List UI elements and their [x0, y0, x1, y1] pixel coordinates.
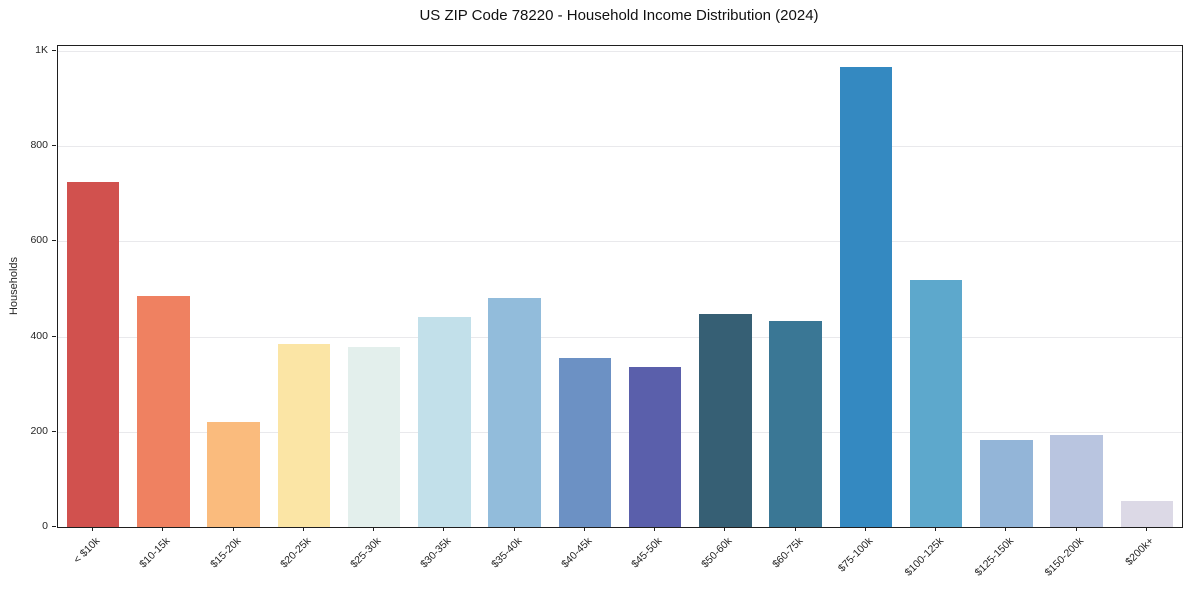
x-tick-label: $100-125k	[902, 535, 946, 579]
bar-100-125k	[909, 279, 963, 527]
bar-125-150k	[980, 440, 1033, 527]
y-tick-label: 600	[30, 234, 48, 247]
x-tick-label: $50-60k	[699, 535, 735, 571]
y-tick-label: 1K	[35, 43, 48, 56]
bar-30-35k	[418, 317, 471, 527]
x-tick-label: $35-40k	[488, 535, 525, 571]
x-tick-label: $60-75k	[769, 535, 806, 571]
x-tick-label: $25-30k	[348, 535, 384, 571]
y-tick-mark	[52, 145, 56, 146]
bar-10-15k	[137, 296, 190, 527]
bar-200k	[1120, 501, 1174, 527]
x-tick-label: $75-100k	[835, 535, 876, 575]
y-tick-mark	[52, 335, 56, 337]
x-tick-mark	[162, 527, 164, 531]
x-tick-label: $45-50k	[629, 535, 665, 571]
bar-10k	[66, 181, 120, 527]
y-tick-mark	[52, 430, 56, 432]
x-tick-mark	[232, 527, 234, 531]
x-tick-label: $20-25k	[278, 535, 314, 571]
bar-45-50k	[628, 366, 682, 527]
bar-50-60k	[699, 314, 752, 527]
bar-25-30k	[347, 347, 401, 527]
gridline	[58, 50, 1182, 52]
x-tick-mark	[373, 527, 375, 531]
x-tick-mark	[935, 527, 937, 531]
y-axis-label: Households	[8, 256, 20, 316]
x-tick-label: $200k+	[1123, 535, 1157, 569]
x-tick-label: $30-35k	[418, 535, 454, 571]
x-tick-label: $125-150k	[972, 535, 1016, 579]
x-tick-mark	[1075, 527, 1077, 531]
x-tick-mark	[654, 527, 656, 531]
x-tick-mark	[302, 527, 304, 531]
bar-60-75k	[769, 321, 822, 527]
x-tick-label: < $10k	[71, 535, 103, 566]
gridline	[58, 431, 1182, 433]
x-tick-mark	[724, 527, 726, 531]
chart-title: US ZIP Code 78220 - Household Income Dis…	[419, 7, 819, 24]
x-tick-mark	[443, 527, 445, 531]
y-tick-label: 200	[30, 424, 48, 437]
x-tick-mark	[864, 527, 866, 531]
y-tick-mark	[52, 240, 56, 242]
x-tick-label: $15-20k	[207, 535, 244, 571]
gridline	[58, 241, 1182, 243]
bar-75-100k	[839, 67, 893, 527]
x-tick-mark	[92, 527, 94, 531]
x-tick-mark	[1005, 527, 1007, 531]
y-tick-mark	[52, 49, 56, 51]
x-tick-mark	[1145, 527, 1147, 531]
gridline	[58, 146, 1182, 147]
bar-40-45k	[558, 357, 612, 527]
x-tick-label: $40-45k	[559, 535, 595, 571]
y-tick-label: 0	[42, 520, 48, 532]
y-tick-label: 400	[30, 329, 48, 342]
x-tick-label: $150-200k	[1042, 535, 1087, 579]
plot-area	[57, 45, 1183, 528]
y-tick-mark	[52, 526, 56, 527]
y-tick-label: 800	[30, 139, 48, 151]
x-tick-mark	[794, 527, 796, 531]
gridline	[58, 336, 1182, 338]
x-tick-label: $10-15k	[137, 535, 173, 571]
x-tick-mark	[583, 527, 585, 531]
bar-15-20k	[207, 422, 260, 527]
bar-20-25k	[277, 343, 331, 527]
x-tick-mark	[513, 527, 515, 531]
bar-35-40k	[488, 298, 541, 527]
bar-150-200k	[1050, 435, 1103, 527]
